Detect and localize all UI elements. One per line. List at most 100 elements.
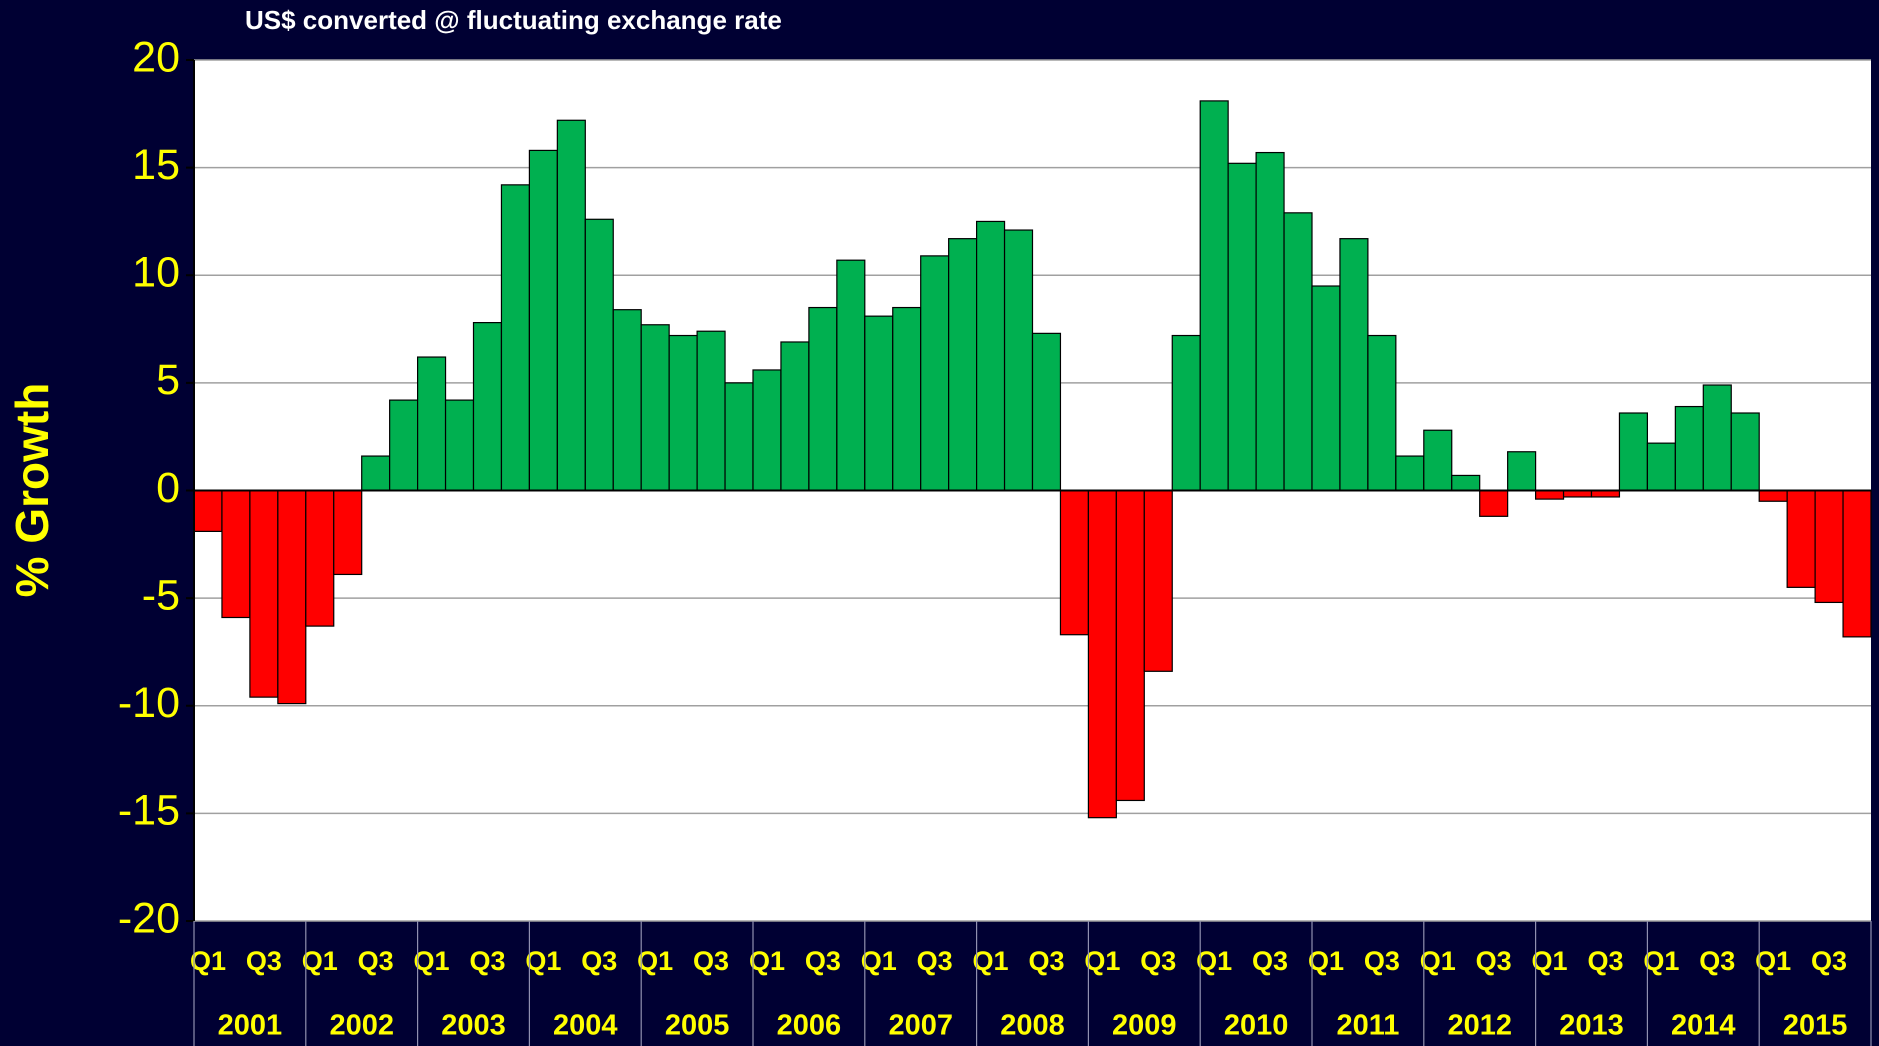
- bar: [1814, 489, 1844, 604]
- bar: [1143, 489, 1173, 672]
- x-tick-label: Q1: [1084, 946, 1120, 976]
- bar: [1786, 489, 1816, 588]
- bar: [277, 489, 307, 705]
- bar: [920, 255, 950, 492]
- bar: [808, 306, 838, 492]
- bar: [780, 341, 810, 492]
- x-tick-label: Q3: [1476, 946, 1512, 976]
- bar: [1646, 442, 1676, 492]
- bar: [444, 399, 475, 492]
- x-tick-label: Q1: [973, 946, 1009, 976]
- x-tick-label: Q1: [302, 946, 338, 976]
- x-tick-label: Q1: [190, 946, 226, 976]
- x-tick-label: Q1: [1196, 946, 1232, 976]
- x-tick-label: Q1: [525, 946, 561, 976]
- y-tick-label: 5: [156, 356, 180, 404]
- y-tick-label: 10: [132, 249, 180, 297]
- bar: [1367, 334, 1397, 492]
- bar: [1842, 489, 1872, 638]
- bar: [1003, 229, 1034, 492]
- year-label: 2010: [1224, 1010, 1289, 1042]
- y-tick-label: -20: [118, 894, 180, 942]
- bar: [193, 489, 223, 532]
- y-axis-label: % Growth: [6, 383, 58, 598]
- bar: [584, 218, 614, 492]
- x-tick-label: Q1: [749, 946, 785, 976]
- x-tick-label: Q3: [1811, 946, 1847, 976]
- year-label: 2003: [441, 1010, 506, 1042]
- x-tick-label: Q3: [917, 946, 953, 976]
- y-tick-label: 20: [132, 33, 180, 81]
- x-tick-label: Q1: [1308, 946, 1344, 976]
- x-tick-label: Q3: [581, 946, 617, 976]
- year-label: 2001: [218, 1010, 283, 1042]
- y-tick-label: 0: [156, 464, 180, 512]
- year-label: 2004: [553, 1010, 618, 1042]
- bar: [1227, 162, 1257, 492]
- bar: [1199, 100, 1229, 492]
- x-tick-label: Q1: [1643, 946, 1679, 976]
- bar: [696, 330, 726, 492]
- bar: [1171, 334, 1201, 492]
- bar: [640, 324, 670, 492]
- bar: [1115, 489, 1145, 802]
- x-tick-label: Q3: [246, 946, 282, 976]
- year-label: 2005: [665, 1010, 730, 1042]
- x-tick-label: Q1: [1532, 946, 1568, 976]
- bar: [1618, 412, 1648, 492]
- year-label: 2008: [1000, 1010, 1065, 1042]
- bar: [752, 369, 782, 492]
- x-tick-label: Q1: [414, 946, 450, 976]
- y-tick-label: -10: [118, 679, 180, 727]
- year-label: 2006: [777, 1010, 842, 1042]
- y-tick-label: -5: [142, 571, 180, 619]
- chart-title: US$ converted @ fluctuating exchange rat…: [245, 5, 782, 35]
- bar: [1702, 384, 1732, 492]
- year-label: 2013: [1559, 1010, 1624, 1042]
- bar: [1031, 332, 1062, 492]
- x-tick-label: Q1: [1420, 946, 1456, 976]
- year-label: 2012: [1447, 1010, 1512, 1042]
- x-tick-label: Q1: [861, 946, 897, 976]
- year-label: 2011: [1336, 1010, 1399, 1042]
- bar: [1507, 451, 1537, 492]
- bar: [1059, 489, 1089, 636]
- bar: [948, 238, 978, 492]
- bar: [864, 315, 894, 492]
- bar: [333, 489, 363, 576]
- bar: [1674, 405, 1704, 492]
- bar: [975, 220, 1006, 492]
- bar: [1339, 238, 1369, 492]
- bar: [389, 399, 419, 492]
- bar: [1451, 474, 1481, 492]
- x-tick-label: Q1: [1755, 946, 1791, 976]
- bar: [249, 489, 279, 698]
- x-tick-label: Q3: [1252, 946, 1288, 976]
- year-label: 2009: [1112, 1010, 1177, 1042]
- bar: [612, 309, 642, 492]
- x-tick-label: Q3: [1587, 946, 1623, 976]
- bar: [1479, 489, 1509, 517]
- year-label: 2007: [888, 1010, 953, 1042]
- bar: [1283, 212, 1313, 492]
- bar: [1730, 412, 1760, 492]
- bar: [1395, 455, 1425, 492]
- x-tick-label: Q3: [1028, 946, 1064, 976]
- bar: [417, 356, 447, 492]
- bar: [668, 334, 698, 492]
- x-tick-label: Q3: [1364, 946, 1400, 976]
- x-tick-label: Q3: [693, 946, 729, 976]
- x-tick-label: Q1: [637, 946, 673, 976]
- x-tick-label: Q3: [1140, 946, 1176, 976]
- bar: [528, 149, 558, 492]
- bar: [724, 382, 754, 492]
- bar: [556, 119, 586, 492]
- year-label: 2015: [1783, 1010, 1848, 1042]
- y-tick-label: -15: [118, 787, 180, 835]
- y-tick-label: 15: [132, 141, 180, 189]
- x-tick-label: Q3: [358, 946, 394, 976]
- bar: [1758, 489, 1788, 502]
- bar: [305, 489, 335, 627]
- bar: [1255, 151, 1285, 492]
